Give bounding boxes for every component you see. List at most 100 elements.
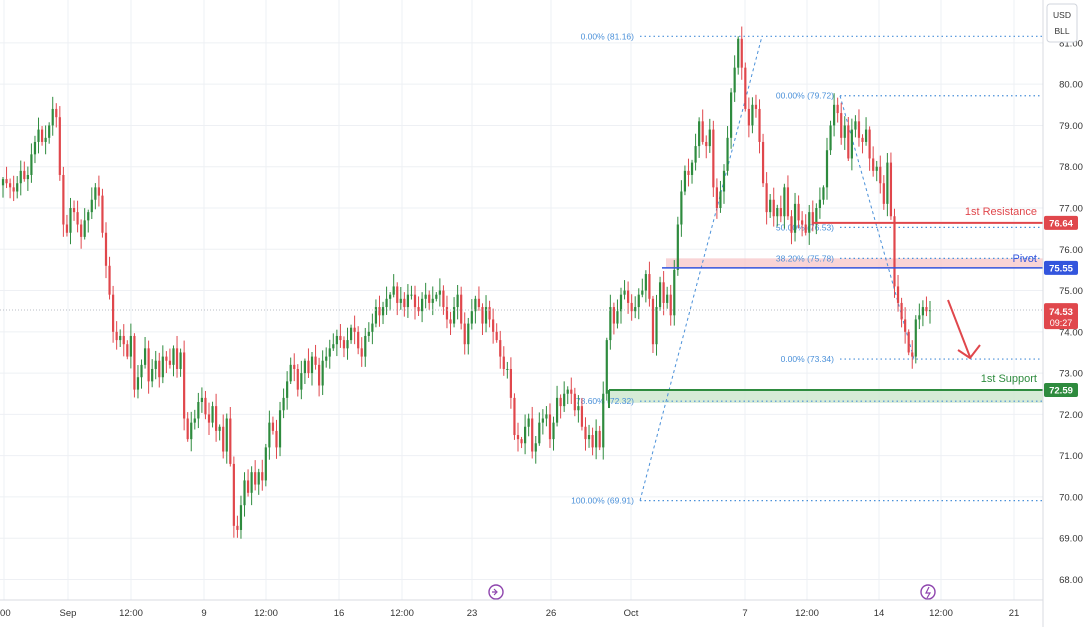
candle xyxy=(229,407,232,467)
candle-body xyxy=(115,331,118,341)
candle xyxy=(662,271,665,316)
candle xyxy=(737,36,740,75)
candle-body xyxy=(449,319,452,324)
current-price-label: 74.53 xyxy=(1049,307,1073,318)
candle-body xyxy=(179,352,182,369)
candle xyxy=(776,204,779,227)
candle-body xyxy=(680,191,683,225)
candle-body xyxy=(467,323,470,345)
current-price-label-bg xyxy=(1044,303,1078,330)
candle-body xyxy=(197,402,200,419)
candle xyxy=(140,359,143,389)
candle xyxy=(115,321,118,350)
candle xyxy=(161,345,164,384)
candle xyxy=(822,185,825,205)
candle xyxy=(445,295,449,329)
candle xyxy=(225,413,228,464)
candle xyxy=(896,274,900,312)
candle xyxy=(268,410,271,460)
candle xyxy=(705,135,708,159)
candle xyxy=(72,200,76,221)
candle xyxy=(193,409,196,430)
candle-body xyxy=(392,286,395,295)
currency-label-usd: USD xyxy=(1053,10,1071,20)
candle-body xyxy=(190,422,193,440)
candle xyxy=(914,315,917,364)
y-tick-label: 78.00 xyxy=(1059,162,1083,173)
candle-body xyxy=(399,298,402,303)
candle xyxy=(90,187,93,220)
y-tick-label: 69.00 xyxy=(1059,534,1083,545)
candle-body xyxy=(360,348,363,357)
candle xyxy=(222,414,225,459)
candle xyxy=(666,286,669,309)
candle-body xyxy=(389,294,392,299)
candle-body xyxy=(456,294,459,308)
candle xyxy=(552,416,555,451)
x-tick-label: 21 xyxy=(1009,608,1020,619)
candle-body xyxy=(896,286,900,303)
candle-body xyxy=(818,199,821,208)
candle-body xyxy=(481,307,484,324)
candle-body xyxy=(33,141,37,155)
candle xyxy=(26,166,29,191)
candle xyxy=(570,377,573,404)
y-tick-label: 75.00 xyxy=(1059,286,1083,297)
candle xyxy=(254,460,257,491)
candle-body xyxy=(165,356,168,361)
candle xyxy=(129,323,132,369)
candle-body xyxy=(143,348,147,365)
candle-body xyxy=(726,137,729,171)
candle xyxy=(744,62,747,112)
candle-body xyxy=(683,170,687,192)
candle-body xyxy=(886,162,889,204)
candle-body xyxy=(609,307,612,341)
candle-body xyxy=(801,220,804,225)
candle-body xyxy=(193,418,196,423)
candle xyxy=(484,295,488,333)
candle xyxy=(48,122,51,144)
candle xyxy=(683,165,687,196)
candle-body xyxy=(460,294,463,324)
candle-body xyxy=(87,212,90,221)
currency-box[interactable] xyxy=(1046,3,1078,43)
candle xyxy=(580,397,584,431)
candle-body xyxy=(421,298,424,312)
candle-body xyxy=(207,414,211,423)
pivot-price-label-bg xyxy=(1044,260,1078,275)
x-tick-label: 14 xyxy=(874,608,885,619)
candle-body xyxy=(44,137,47,142)
candle-body xyxy=(889,162,893,217)
candle xyxy=(765,172,768,225)
candle xyxy=(335,329,338,357)
candle xyxy=(215,393,218,442)
candle-body xyxy=(854,121,857,130)
candle-body xyxy=(492,319,495,332)
candle xyxy=(122,324,125,357)
candle xyxy=(37,117,40,154)
candle-body xyxy=(357,331,360,349)
candle xyxy=(516,422,520,452)
candle xyxy=(801,211,804,237)
candle xyxy=(793,192,797,242)
dividend-marker-icon[interactable] xyxy=(920,584,936,600)
candle-body xyxy=(104,232,108,266)
candle xyxy=(722,164,726,204)
candle xyxy=(627,281,630,314)
fib-level-label: 0.00% (81.16) xyxy=(581,31,635,41)
candle-body xyxy=(211,406,214,423)
candle-body xyxy=(83,220,86,237)
candle xyxy=(605,337,608,401)
candle-body xyxy=(541,418,544,423)
candle xyxy=(200,387,203,413)
candle xyxy=(332,333,335,351)
candle xyxy=(644,270,647,303)
arrow-head-icon xyxy=(957,344,981,360)
candle-body xyxy=(627,290,630,303)
candle xyxy=(904,307,907,344)
candle xyxy=(492,308,495,344)
candle xyxy=(271,416,275,435)
candle-body xyxy=(325,356,328,361)
